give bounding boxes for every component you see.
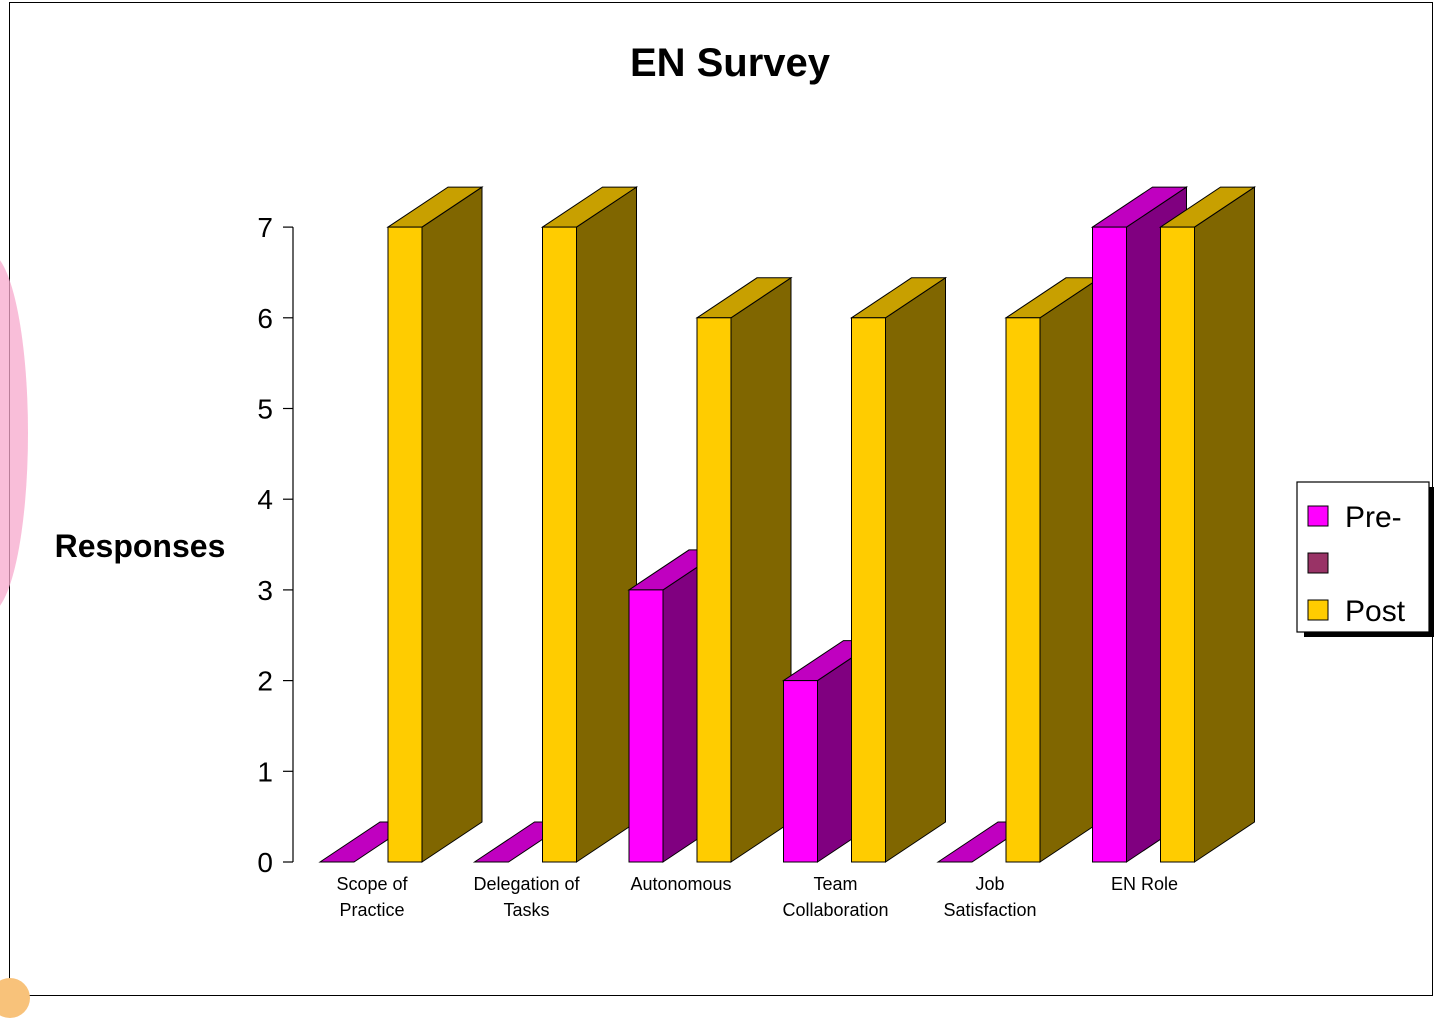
bar-front: [696, 317, 732, 863]
bar-side: [421, 186, 483, 863]
bar-front: [851, 317, 886, 863]
x-tick-label: Scope of: [336, 874, 408, 894]
legend: Pre- Post: [1296, 481, 1434, 637]
bar-post: [695, 276, 793, 863]
bar-post: [1004, 276, 1102, 863]
y-tick-label: 1: [257, 756, 273, 787]
x-tick-label: Delegation of: [473, 874, 580, 894]
y-tick-label: 6: [257, 303, 273, 334]
bar-side: [1194, 186, 1255, 863]
x-axis-ticks: Scope of Practice Delegation of Tasks Autono…: [336, 874, 1178, 920]
legend-swatch: [1307, 552, 1329, 574]
y-tick-label: 7: [257, 212, 273, 243]
y-axis-label: Responses: [55, 528, 226, 564]
bar-front: [783, 680, 818, 863]
bar-side: [576, 186, 637, 863]
x-tick-label: EN Role: [1111, 874, 1178, 894]
y-tick-label: 0: [257, 847, 273, 878]
x-tick-label: Tasks: [503, 900, 549, 920]
legend-label: Pre-: [1345, 501, 1402, 534]
axis: 0 1 2 3 4 5 6 7: [257, 212, 294, 878]
y-tick-label: 2: [257, 666, 273, 697]
bar-front: [387, 226, 423, 863]
chart-title: EN Survey: [630, 41, 831, 85]
y-tick-label: 4: [257, 484, 273, 515]
bar-side: [1039, 276, 1101, 863]
legend-label: Post: [1345, 595, 1406, 628]
bar-post: [849, 276, 948, 863]
x-tick-label: Satisfaction: [943, 900, 1036, 920]
bar-front: [1005, 317, 1041, 863]
bar-post: [540, 186, 639, 863]
legend-swatch: [1307, 505, 1329, 527]
x-tick-label: Practice: [339, 900, 404, 920]
bar-front: [1160, 226, 1195, 863]
x-tick-label: Job: [975, 874, 1004, 894]
bar-front: [542, 226, 577, 863]
y-tick-label: 5: [257, 394, 273, 425]
bar-post: [386, 186, 484, 863]
y-tick-label: 3: [257, 575, 273, 606]
bar-post: [1158, 186, 1257, 863]
x-tick-label: Collaboration: [782, 900, 888, 920]
x-tick-label: Autonomous: [630, 874, 731, 894]
bar-front: [628, 589, 664, 863]
bar-side: [885, 276, 946, 863]
bars: [318, 186, 1257, 863]
x-tick-label: Team: [813, 874, 857, 894]
bar-side: [730, 276, 792, 863]
legend-swatch: [1307, 599, 1329, 621]
bar-front: [1092, 226, 1127, 863]
